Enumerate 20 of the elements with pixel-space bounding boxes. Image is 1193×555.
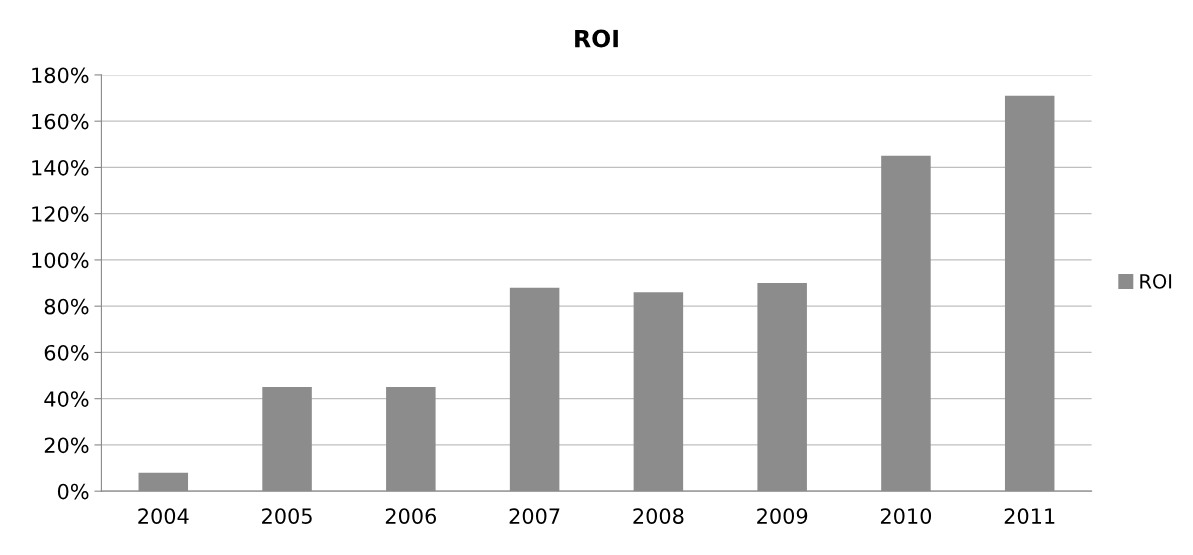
y-tick-label: 60%: [44, 344, 89, 361]
x-tick-label: 2007: [509, 508, 560, 524]
y-tick-label: 40%: [44, 391, 89, 407]
y-tick-label: 140%: [32, 159, 89, 176]
x-tick-label: 2005: [262, 508, 312, 524]
chart-title: ROI: [575, 29, 618, 48]
x-tick-label: 2004: [138, 508, 189, 524]
x-tick-label: 2011: [1004, 508, 1055, 524]
y-tick-label: 0%: [57, 483, 89, 500]
x-tick-label: 2006: [385, 508, 437, 524]
y-tick-label: 80%: [44, 298, 89, 315]
y-tick-label: 20%: [44, 437, 89, 454]
x-tick-label: 2010: [880, 508, 932, 524]
x-tick-label: 2009: [757, 508, 808, 524]
legend-label: ROI: [1140, 273, 1172, 289]
y-tick-label: 100%: [32, 252, 89, 269]
y-tick-label: 120%: [32, 206, 89, 222]
y-tick-label: 160%: [32, 113, 89, 130]
x-tick-label: 2008: [633, 508, 684, 524]
y-tick-label: 180%: [32, 67, 89, 84]
